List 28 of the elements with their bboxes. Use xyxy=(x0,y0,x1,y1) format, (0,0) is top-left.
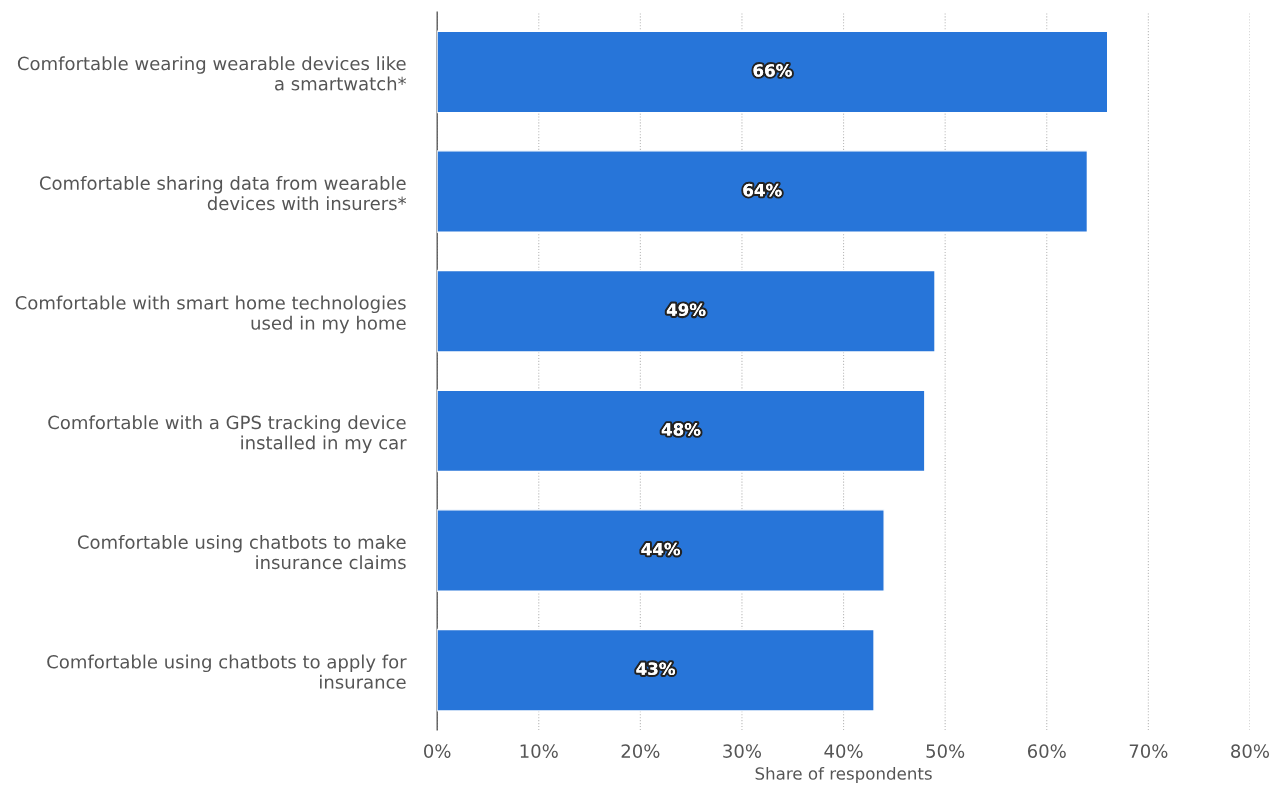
data-label: 44% xyxy=(641,542,681,556)
x-tick-label: 30% xyxy=(723,744,762,758)
data-label: 43% xyxy=(636,662,676,676)
y-tick-label: Comfortable sharing data from wearable devices with insurers* xyxy=(39,175,407,211)
x-tick-label: 60% xyxy=(1027,744,1066,758)
bar xyxy=(437,150,1089,233)
x-tick-label: 70% xyxy=(1129,744,1168,758)
y-tick-label: Comfortable using chatbots to apply for insurance xyxy=(47,654,407,689)
y-tick-label: Comfortable with a GPS tracking device installed in my car xyxy=(48,415,407,453)
data-label: 66% xyxy=(753,64,792,77)
x-tick-label: 40% xyxy=(824,744,863,758)
data-label: 64% xyxy=(743,183,782,197)
bar xyxy=(437,389,926,473)
bar xyxy=(437,30,1109,114)
x-tick-label: 80% xyxy=(1231,744,1270,758)
y-tick-label: Comfortable with smart home technologies used in my home xyxy=(15,295,406,334)
x-tick-label: 0% xyxy=(424,744,451,758)
x-tick-label: 10% xyxy=(520,744,558,758)
x-tick-label: 20% xyxy=(621,744,660,758)
bar xyxy=(437,628,875,712)
y-tick-label: Comfortable wearing wearable devices like a smartwatch* xyxy=(17,56,407,91)
data-label: 48% xyxy=(661,423,701,436)
bar xyxy=(437,509,885,592)
x-axis-title: Share of respondents xyxy=(755,766,932,784)
bar xyxy=(437,269,936,353)
x-tick-label: 50% xyxy=(926,744,965,758)
data-label: 49% xyxy=(666,303,706,317)
y-tick-label: Comfortable using chatbots to make insurance claims xyxy=(77,534,406,570)
